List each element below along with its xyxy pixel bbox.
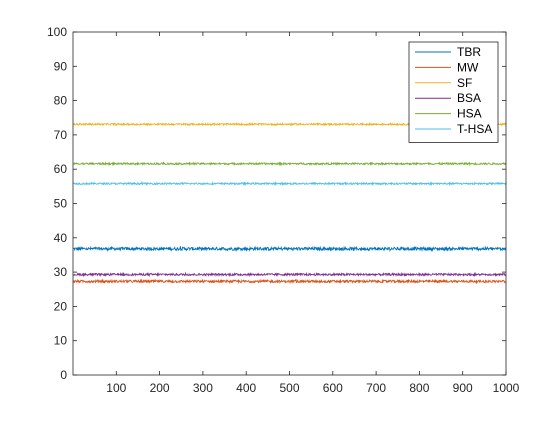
y-tick-label: 70 <box>54 128 68 142</box>
x-tick-label: 700 <box>366 381 386 395</box>
x-tick-label: 900 <box>453 381 473 395</box>
x-tick-label: 800 <box>409 381 429 395</box>
x-tick-label: 300 <box>193 381 213 395</box>
x-tick-label: 100 <box>106 381 126 395</box>
y-tick-label: 40 <box>54 231 68 245</box>
legend-label-hsa: HSA <box>457 107 482 121</box>
y-tick-label: 60 <box>54 162 68 176</box>
x-tick-label: 200 <box>150 381 170 395</box>
series-line-hsa <box>73 161 507 167</box>
legend-label-sf: SF <box>457 76 472 90</box>
series-line-bsa <box>73 271 507 278</box>
legend-label-t-hsa: T-HSA <box>457 122 492 136</box>
y-tick-label: 80 <box>54 94 68 108</box>
axes: 0 10 20 30 40 50 60 70 80 90 100 100 200 300 400 500 600… <box>47 25 520 395</box>
series-line-mw <box>72 278 507 285</box>
y-tick-label: 90 <box>54 59 68 73</box>
x-tick-label: 600 <box>323 381 343 395</box>
y-tick-label: 10 <box>54 334 68 348</box>
y-tick-label: 50 <box>54 197 68 211</box>
legend-box <box>408 41 499 143</box>
legend-label-tbr: TBR <box>457 45 481 59</box>
y-tick-label: 100 <box>47 25 67 39</box>
series-line-t-hsa <box>73 181 507 187</box>
x-tick-label: 1000 <box>493 381 520 395</box>
legend-label-bsa: BSA <box>457 91 481 105</box>
y-tick-label: 20 <box>54 299 68 313</box>
legend-label-mw: MW <box>457 60 479 74</box>
series-line-tbr <box>73 245 507 253</box>
y-tick-label: 0 <box>60 368 67 382</box>
x-tick-label: 500 <box>279 381 299 395</box>
x-tick-label: 400 <box>236 381 256 395</box>
y-tick-label: 30 <box>54 265 68 279</box>
